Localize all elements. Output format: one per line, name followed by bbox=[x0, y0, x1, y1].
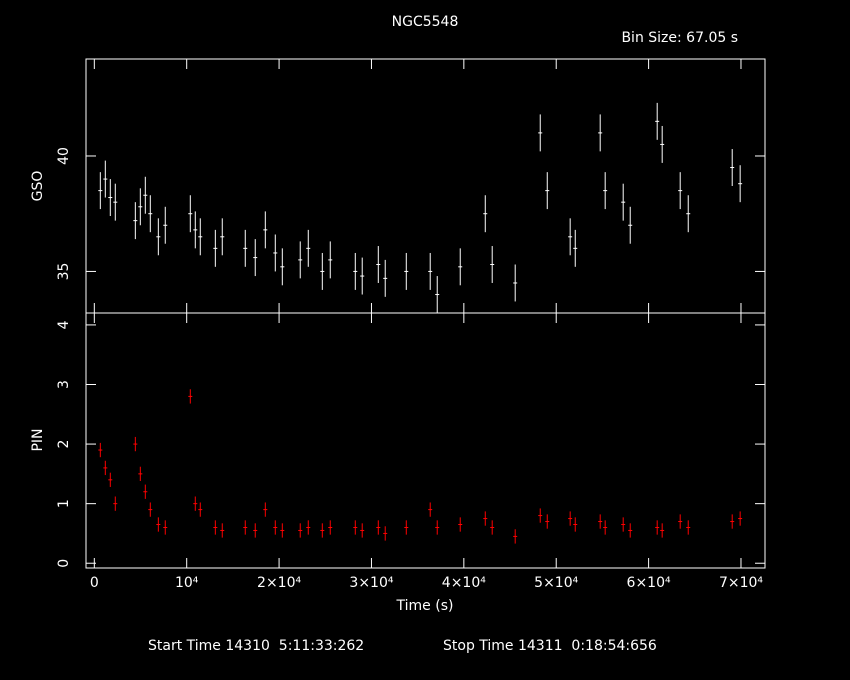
chart-title: NGC5548 bbox=[392, 14, 459, 30]
stop-time: Stop Time 14311 0:18:54:656 bbox=[443, 638, 657, 654]
y-tick-label: 2 bbox=[56, 440, 72, 449]
y-tick-label: 3 bbox=[56, 380, 72, 389]
y-tick-label: 40 bbox=[56, 147, 72, 165]
x-tick-label: 7×10⁴ bbox=[719, 575, 763, 591]
y-axis-label: GSO bbox=[30, 171, 46, 202]
x-tick-label: 6×10⁴ bbox=[627, 575, 671, 591]
start-time: Start Time 14310 5:11:33:262 bbox=[148, 638, 364, 654]
y-tick-label: 35 bbox=[56, 263, 72, 281]
y-tick-label: 1 bbox=[56, 499, 72, 508]
y-tick-label: 4 bbox=[56, 320, 72, 329]
x-tick-label: 3×10⁴ bbox=[349, 575, 393, 591]
bin-size: Bin Size: 67.05 s bbox=[621, 30, 738, 46]
x-tick-label: 4×10⁴ bbox=[442, 575, 486, 591]
y-tick-label: 0 bbox=[56, 559, 72, 568]
x-tick-label: 5×10⁴ bbox=[534, 575, 578, 591]
panel-frame bbox=[85, 58, 766, 314]
x-tick-label: 2×10⁴ bbox=[257, 575, 301, 591]
x-tick-label: 0 bbox=[90, 575, 99, 591]
y-axis-label: PIN bbox=[30, 428, 46, 451]
panel-frame bbox=[85, 312, 766, 569]
x-axis-label: Time (s) bbox=[396, 598, 454, 614]
x-tick-label: 10⁴ bbox=[175, 575, 199, 591]
